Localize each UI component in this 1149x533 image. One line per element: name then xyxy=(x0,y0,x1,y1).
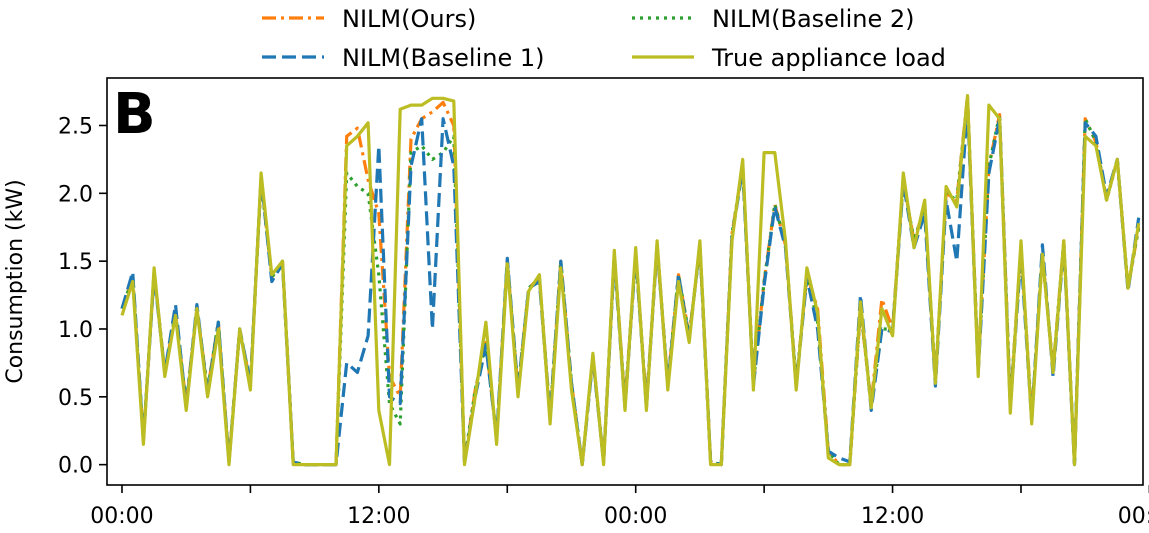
plot-area xyxy=(120,93,1141,467)
y-tick-label: 0.5 xyxy=(58,386,93,411)
y-axis-label: Consumption (kW) xyxy=(3,179,28,383)
x-tick-label: 00:00 xyxy=(90,504,153,529)
series-line-true-appliance-load xyxy=(120,93,1141,467)
plot-frame xyxy=(106,77,1144,486)
x-axis: 00:00 12:00 00:00 12:00 00:00 xyxy=(90,485,1149,529)
legend-entry-label: True appliance load xyxy=(711,44,946,72)
x-tick-label: 12:00 xyxy=(861,504,924,529)
x-tick-label: 00:00 xyxy=(604,504,667,529)
y-tick-label: 2.5 xyxy=(58,114,93,139)
legend-entry-label: NILM(Baseline 1) xyxy=(342,44,545,72)
y-tick-label: 1.5 xyxy=(58,250,93,275)
panel-label: B xyxy=(113,82,156,147)
y-axis: 0.0 0.5 1.0 1.5 2.0 2.5 xyxy=(58,114,107,479)
legend: NILM(Ours) NILM(Baseline 2) NILM(Baseline … xyxy=(262,5,946,72)
x-tick-label: 00:00 xyxy=(1118,504,1149,529)
y-tick-label: 0.0 xyxy=(58,454,93,479)
y-tick-label: 1.0 xyxy=(58,318,93,343)
y-tick-label: 2.0 xyxy=(58,182,93,207)
x-tick-label: 12:00 xyxy=(347,504,410,529)
legend-entry-label: NILM(Baseline 2) xyxy=(712,5,915,33)
legend-entry-label: NILM(Ours) xyxy=(342,5,476,33)
